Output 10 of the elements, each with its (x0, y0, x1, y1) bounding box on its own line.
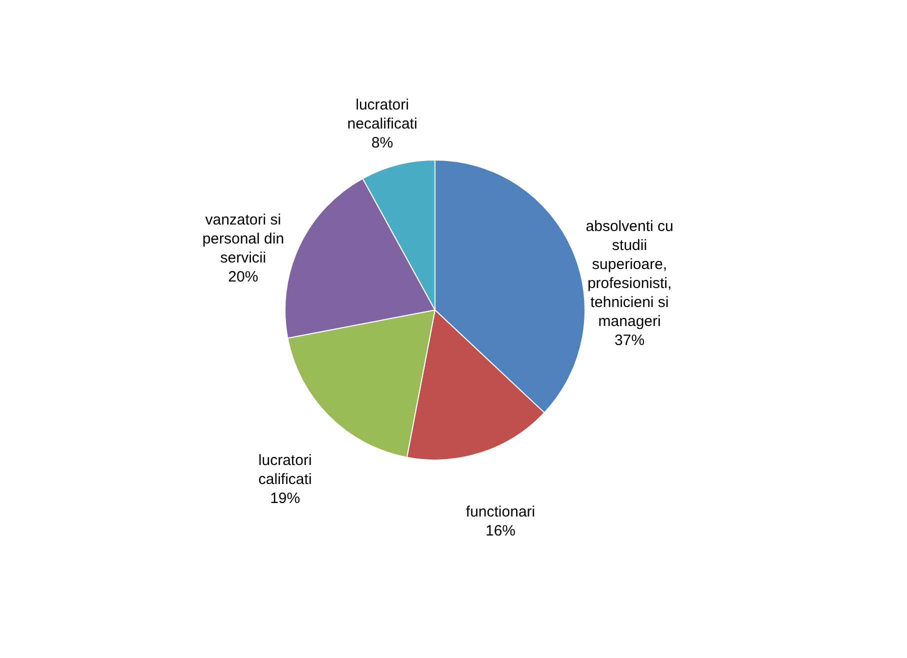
slice-label: vanzatori si personal din servicii (202, 212, 284, 267)
data-label: 8% (371, 134, 394, 152)
data-label: 37% (614, 332, 645, 349)
data-label: 16% (485, 522, 516, 540)
slice-label: absolventi cu studii superioare, profesionisti, tehnicieni si manageri (586, 218, 674, 330)
data-label: 20% (228, 268, 258, 286)
slice-label: functionari (466, 504, 536, 521)
slice-label: lucratori necalificati (347, 96, 418, 133)
data-label: 19% (270, 490, 300, 507)
slice-label: lucratori calificati (258, 452, 312, 488)
